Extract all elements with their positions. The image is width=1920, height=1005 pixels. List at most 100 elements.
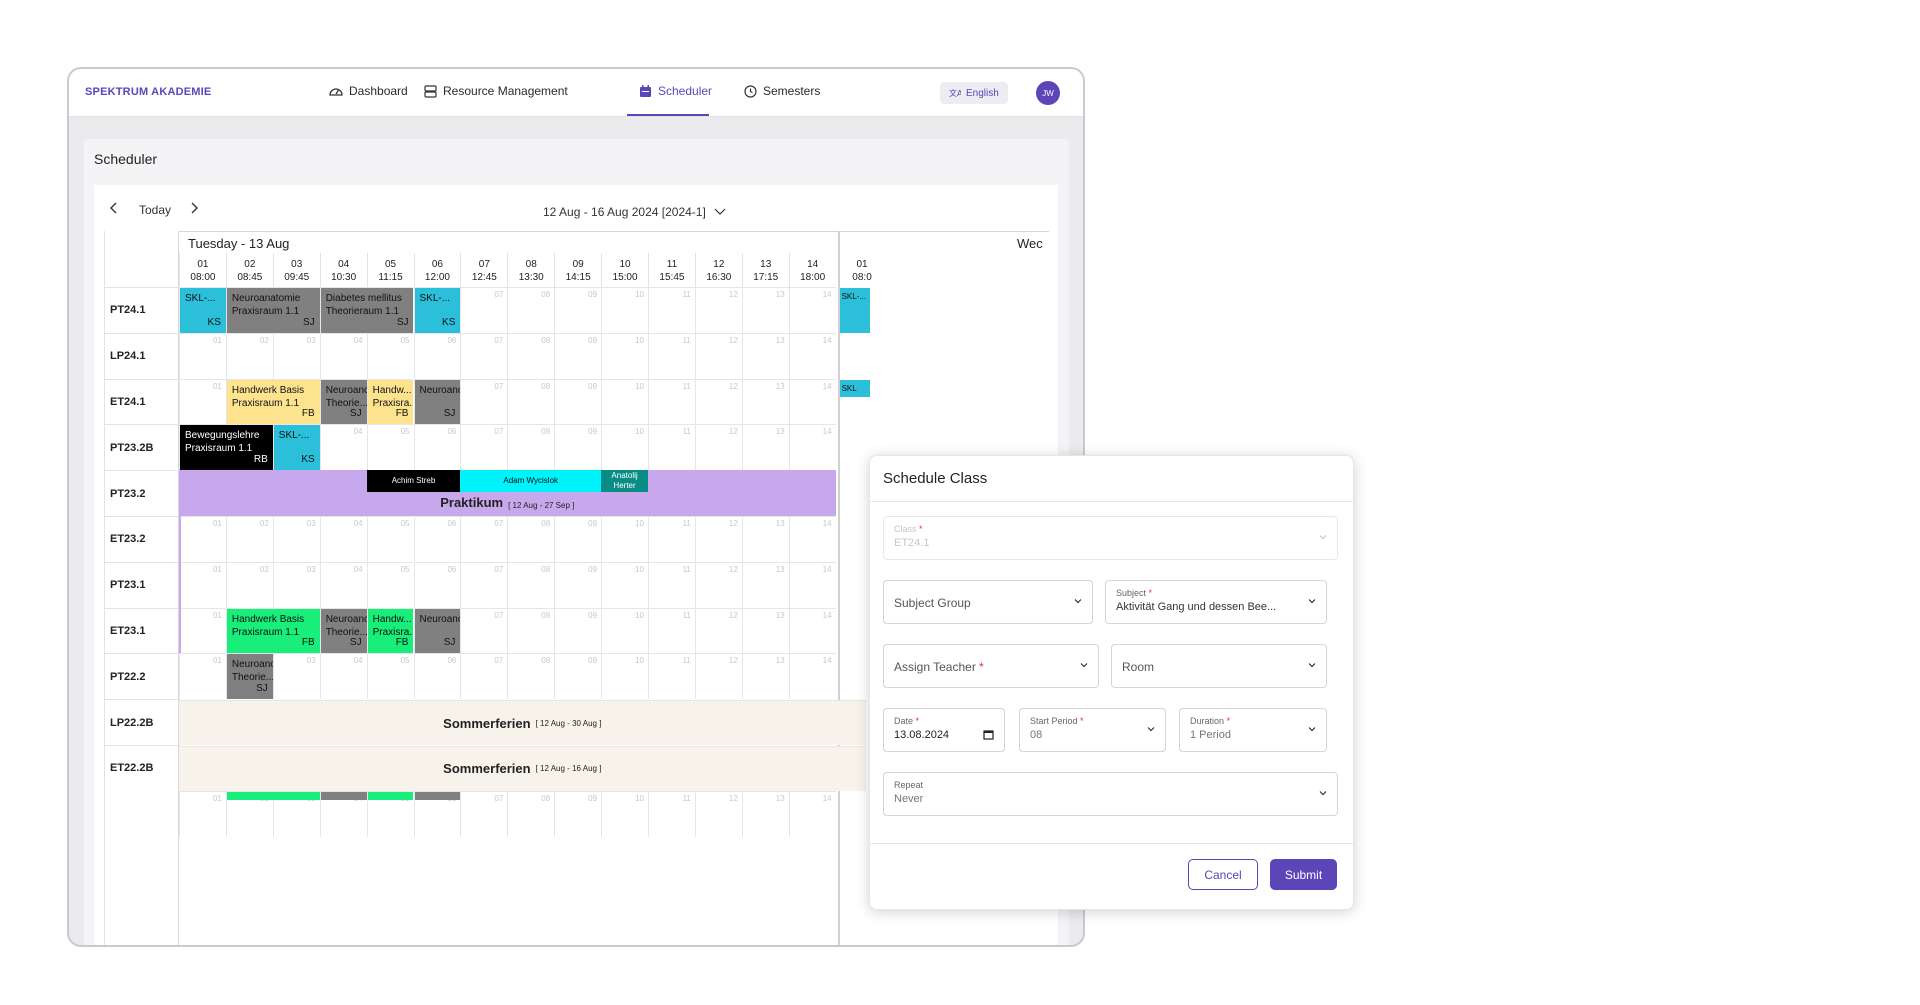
repeat-select[interactable]: Repeat Never — [883, 772, 1338, 816]
schedule-cell[interactable]: 14 — [788, 653, 836, 700]
schedule-cell[interactable]: 08 — [507, 378, 555, 425]
schedule-cell[interactable]: 01 — [179, 653, 226, 700]
language-selector[interactable]: 文A English — [940, 82, 1008, 104]
schedule-cell[interactable]: 11 — [648, 516, 695, 562]
schedule-cell[interactable]: 06 — [413, 332, 461, 379]
schedule-cell[interactable]: 09 — [554, 516, 602, 562]
schedule-cell[interactable]: 04 — [319, 332, 367, 379]
user-avatar[interactable]: JW — [1036, 81, 1060, 105]
schedule-cell[interactable]: 14 — [788, 332, 836, 379]
class-block[interactable]: Neuroanc Theorie... SJ — [320, 379, 367, 425]
schedule-cell[interactable]: 10 — [601, 424, 648, 471]
schedule-cell[interactable]: 14 — [788, 607, 836, 654]
class-block[interactable]: Handw... Praxisra... FB — [367, 608, 414, 654]
schedule-cell[interactable]: 09 — [554, 607, 602, 654]
schedule-cell[interactable]: 09 — [554, 332, 602, 379]
schedule-cell[interactable]: 04 — [319, 653, 367, 700]
class-block[interactable]: Handw... Praxisra... FB — [367, 379, 414, 425]
schedule-cell[interactable]: 09 — [554, 790, 602, 837]
nav-scheduler[interactable]: Scheduler — [639, 84, 712, 98]
class-block[interactable]: Neuroanc Theorie... SJ — [226, 654, 273, 700]
schedule-cell[interactable]: 07 — [460, 653, 508, 700]
schedule-cell[interactable]: 12 — [694, 653, 742, 700]
date-field[interactable]: Date 13.08.2024 — [883, 708, 1005, 752]
schedule-cell[interactable]: 03 — [272, 516, 320, 562]
schedule-cell[interactable]: 13 — [741, 653, 789, 700]
schedule-cell[interactable]: 11 — [648, 790, 695, 837]
class-block[interactable]: SKL-... KS — [180, 288, 226, 333]
schedule-cell[interactable]: 13 — [741, 516, 789, 562]
class-block[interactable]: Diabetes mellitus Theorieraum 1.1 SJ — [320, 288, 414, 333]
schedule-cell[interactable]: 13 — [741, 424, 789, 471]
schedule-cell[interactable]: 08 — [507, 287, 555, 333]
class-block[interactable] — [414, 791, 461, 800]
schedule-cell[interactable]: 01 — [179, 378, 226, 425]
schedule-cell[interactable]: 13 — [741, 287, 789, 333]
class-block[interactable]: SKL-... KS — [414, 288, 461, 333]
schedule-cell[interactable]: 09 — [554, 424, 602, 471]
schedule-cell[interactable]: 14 — [788, 516, 836, 562]
schedule-cell[interactable]: 09 — [554, 653, 602, 700]
schedule-cell[interactable]: 03 — [272, 332, 320, 379]
subject-select[interactable]: Subject Aktivität Gang und dessen Bee... — [1105, 580, 1327, 624]
schedule-cell[interactable]: 01 — [179, 332, 226, 379]
cancel-button[interactable]: Cancel — [1188, 859, 1258, 890]
schedule-cell[interactable]: 12 — [694, 516, 742, 562]
schedule-cell[interactable]: 01 — [179, 607, 226, 654]
schedule-cell[interactable]: 10 — [601, 790, 648, 837]
class-block[interactable]: SKL-... — [839, 288, 870, 333]
schedule-cell[interactable]: 08 — [507, 561, 555, 608]
assign-teacher-select[interactable]: Assign Teacher — [883, 644, 1099, 688]
schedule-cell[interactable]: 10 — [601, 378, 648, 425]
submit-button[interactable]: Submit — [1270, 859, 1337, 890]
schedule-cell[interactable]: 11 — [648, 653, 695, 700]
schedule-cell[interactable]: 08 — [507, 424, 555, 471]
schedule-cell[interactable]: 03 — [272, 653, 320, 700]
class-block[interactable]: SKL -... — [839, 379, 870, 397]
schedule-cell[interactable]: 01 — [179, 516, 226, 562]
schedule-cell[interactable]: 14 — [788, 561, 836, 608]
schedule-cell[interactable]: 09 — [554, 378, 602, 425]
class-block[interactable] — [226, 791, 320, 800]
calendar-icon[interactable] — [983, 729, 994, 740]
schedule-cell[interactable]: 10 — [601, 607, 648, 654]
schedule-cell[interactable]: 05 — [366, 653, 414, 700]
schedule-cell[interactable]: 05 — [366, 561, 414, 608]
schedule-cell[interactable]: 11 — [648, 378, 695, 425]
class-block[interactable]: Neuroanc SJ — [414, 608, 461, 654]
today-button[interactable]: Today — [139, 203, 172, 217]
class-block[interactable] — [320, 791, 367, 800]
schedule-cell[interactable]: 02 — [225, 332, 273, 379]
class-block[interactable]: Handwerk Basis Praxisraum 1.1 FB — [226, 608, 320, 654]
class-block[interactable]: Handwerk Basis Praxisraum 1.1 FB — [226, 379, 320, 425]
schedule-cell[interactable]: 11 — [648, 424, 695, 471]
class-block[interactable]: Neuroanatomie Praxisraum 1.1 SJ — [226, 288, 320, 333]
teacher-strip[interactable]: Achim Streb — [366, 470, 461, 493]
schedule-cell[interactable]: 12 — [694, 607, 742, 654]
schedule-cell[interactable]: 10 — [601, 287, 648, 333]
schedule-cell[interactable]: 12 — [694, 790, 742, 837]
schedule-cell[interactable]: 05 — [366, 516, 414, 562]
next-week-button[interactable] — [189, 202, 199, 217]
schedule-cell[interactable]: 04 — [319, 424, 367, 471]
schedule-cell[interactable]: 14 — [788, 790, 836, 837]
schedule-cell[interactable]: 08 — [507, 516, 555, 562]
schedule-cell[interactable]: 06 — [413, 516, 461, 562]
subject-group-select[interactable]: Subject Group — [883, 580, 1093, 624]
schedule-cell[interactable]: 09 — [554, 561, 602, 608]
teacher-strip[interactable]: Anatolij Herter — [601, 470, 648, 493]
schedule-cell[interactable]: 13 — [741, 790, 789, 837]
schedule-cell[interactable]: 05 — [366, 332, 414, 379]
brand-logo[interactable]: SPEKTRUM AKADEMIE — [85, 86, 212, 98]
class-block[interactable]: Bewegungslehre Praxisraum 1.1 RB — [180, 425, 273, 471]
schedule-cell[interactable]: 11 — [648, 561, 695, 608]
schedule-cell[interactable]: 06 — [413, 424, 461, 471]
schedule-cell[interactable]: 13 — [741, 561, 789, 608]
schedule-cell[interactable]: 10 — [601, 653, 648, 700]
prev-week-button[interactable] — [109, 202, 119, 217]
schedule-cell[interactable]: 04 — [319, 516, 367, 562]
schedule-cell[interactable]: 14 — [788, 287, 836, 333]
schedule-cell[interactable]: 01 — [179, 790, 226, 837]
class-block[interactable] — [367, 791, 414, 800]
schedule-cell[interactable]: 04 — [319, 561, 367, 608]
